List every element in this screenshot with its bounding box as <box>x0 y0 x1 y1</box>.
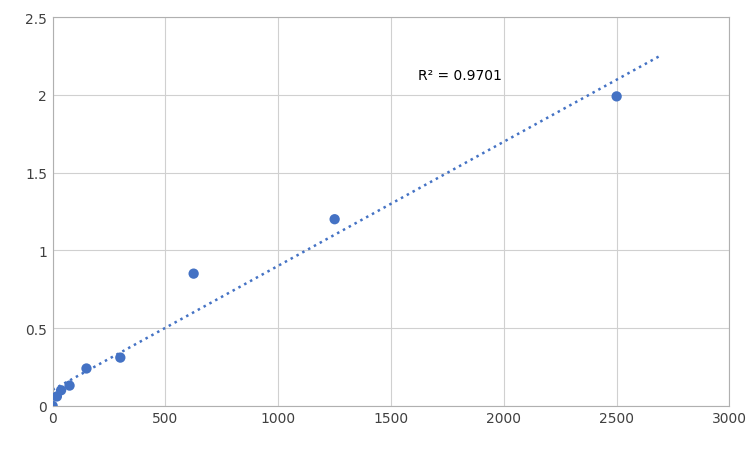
Point <box>47 402 59 410</box>
Point <box>63 382 75 389</box>
Point <box>329 216 341 223</box>
Point <box>611 93 623 101</box>
Point <box>80 365 92 372</box>
Text: R² = 0.9701: R² = 0.9701 <box>418 69 502 83</box>
Point <box>51 393 63 400</box>
Point <box>114 354 126 361</box>
Point <box>55 387 67 394</box>
Point <box>187 271 199 278</box>
